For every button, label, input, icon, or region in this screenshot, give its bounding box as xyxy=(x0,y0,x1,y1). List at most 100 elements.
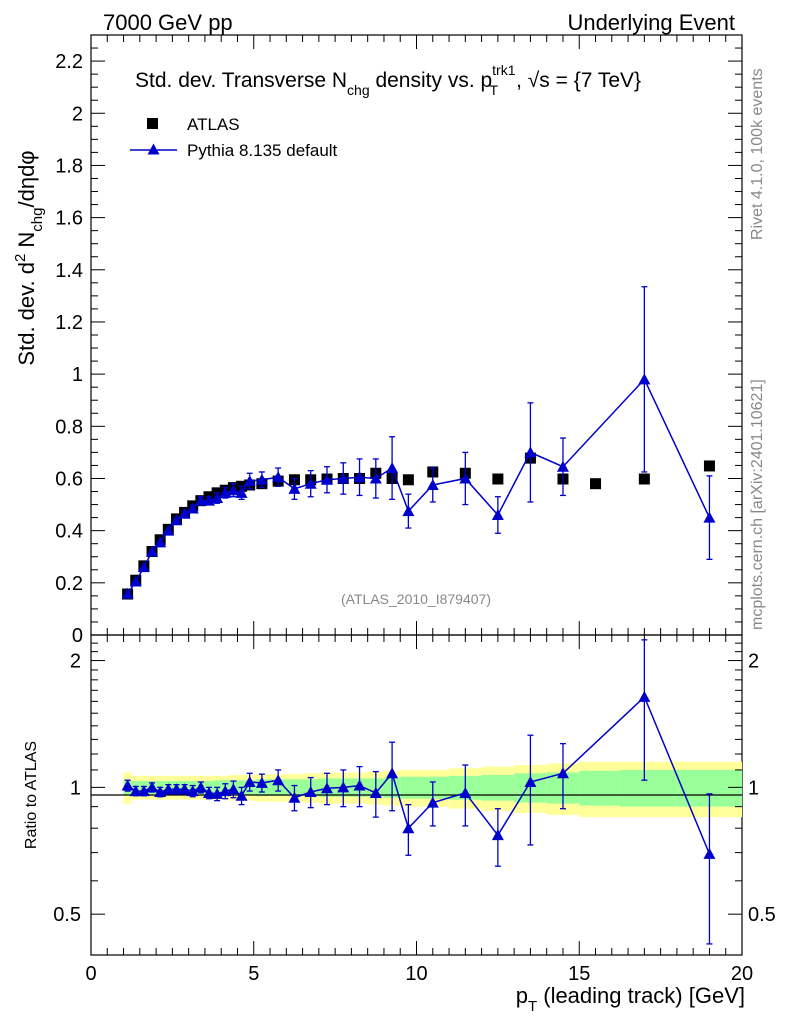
ratio-band-inner xyxy=(579,770,620,806)
ratio-band-inner xyxy=(245,780,256,795)
pythia-ratio-point xyxy=(121,779,134,791)
pythia-point xyxy=(235,486,248,498)
pythia-ratio-point xyxy=(638,690,651,702)
pythia-point xyxy=(386,462,399,474)
ratio-band-inner xyxy=(481,774,515,801)
pythia-ratio-point xyxy=(227,783,240,795)
legend-atlas-label: ATLAS xyxy=(187,115,240,134)
analysis-watermark: (ATLAS_2010_I879407) xyxy=(341,591,491,607)
pythia-ratio-point xyxy=(202,786,215,798)
ratio-band-inner xyxy=(619,769,677,807)
pythia-point xyxy=(255,473,268,485)
header-left: 7000 GeV pp xyxy=(103,10,233,35)
pythia-point xyxy=(129,575,142,587)
pythia-point xyxy=(288,482,301,494)
pythia-point xyxy=(459,472,472,484)
pythia-point xyxy=(491,509,504,520)
pythia-ratio-point xyxy=(369,786,382,798)
y-tick-label: 0 xyxy=(72,625,83,647)
x-tick-label: 5 xyxy=(248,963,259,985)
atlas-point xyxy=(492,473,504,485)
x-tick-label: 0 xyxy=(85,963,96,985)
pythia-ratio-point xyxy=(154,786,167,798)
pythia-point xyxy=(353,471,366,483)
pythia-point xyxy=(154,536,167,548)
pythia-point xyxy=(243,475,256,487)
pythia-point xyxy=(137,561,150,573)
ratio-tick-label-left: 0.5 xyxy=(53,904,81,926)
pythia-point xyxy=(170,514,183,526)
pythia-point xyxy=(211,492,224,504)
pythia-point xyxy=(227,484,240,496)
pythia-point xyxy=(369,472,382,484)
pythia-ratio-point xyxy=(170,783,183,795)
y-tick-label: 1.2 xyxy=(55,312,83,334)
pythia-ratio-series xyxy=(121,639,716,945)
pythia-ratio-point xyxy=(320,782,333,794)
pythia-ratio-point xyxy=(402,822,415,834)
pythia-ratio-point xyxy=(235,789,248,801)
pythia-ratio-point xyxy=(186,785,199,797)
pythia-point xyxy=(402,505,415,517)
y-tick-label: 0.8 xyxy=(55,416,83,438)
pythia-ratio-point xyxy=(288,791,301,803)
pythia-ratio-point xyxy=(178,783,191,795)
y-tick-labels-top: 0 0.2 0.4 0.6 0.8 1 1.2 1.4 1.6 1.8 2 2.… xyxy=(55,51,83,647)
y-tick-label: 2 xyxy=(72,103,83,125)
pythia-ratio-point xyxy=(162,783,175,795)
atlas-point xyxy=(703,460,715,472)
pythia-point xyxy=(703,511,716,523)
x-axis-label: pT (leading track) [GeV] xyxy=(516,983,745,1015)
pythia-point xyxy=(556,460,569,472)
atlas-point xyxy=(638,473,650,485)
pythia-ratio-point xyxy=(243,775,256,787)
pythia-ratio-point xyxy=(556,767,569,779)
pythia-point xyxy=(194,494,207,506)
y-tick-label: 0.2 xyxy=(55,573,83,595)
pythia-ratio-point xyxy=(129,785,142,797)
pythia-ratio-point xyxy=(272,774,285,786)
pythia-ratio-point xyxy=(703,847,716,859)
pythia-series xyxy=(121,286,716,599)
pythia-ratio-point xyxy=(459,786,472,798)
x-tick-label: 10 xyxy=(405,963,427,985)
y-tick-label: 1.4 xyxy=(55,260,83,282)
ratio-tick-label-left: 1 xyxy=(70,777,81,799)
pythia-ratio-point xyxy=(524,775,537,787)
pythia-ratio-point xyxy=(194,781,207,793)
pythia-point xyxy=(121,587,134,599)
legend-pythia-marker xyxy=(147,143,160,155)
ratio-tick-label-left: 2 xyxy=(70,651,81,673)
x-tick-labels: 0 5 10 15 20 xyxy=(85,963,753,985)
mcplots-credit: mcplots.cern.ch [arXiv:2401.10621] xyxy=(749,379,766,630)
x-tick-label: 20 xyxy=(731,963,753,985)
y-tick-label: 1.6 xyxy=(55,208,83,230)
pythia-point xyxy=(337,472,350,484)
pythia-ratio-point xyxy=(386,767,399,779)
y-tick-label: 0.4 xyxy=(55,521,83,543)
pythia-point xyxy=(426,479,439,490)
y-tick-labels-ratio: 0.5 1 2 0.5 1 2 xyxy=(53,651,776,927)
ratio-tick-label-right: 1 xyxy=(748,777,759,799)
pythia-point xyxy=(304,477,317,489)
legend-atlas-marker xyxy=(147,118,158,129)
pythia-point xyxy=(272,471,285,483)
pythia-ratio-point xyxy=(137,785,150,797)
ratio-tick-label-right: 0.5 xyxy=(748,904,776,926)
pythia-point xyxy=(162,524,175,536)
pythia-ratio-point xyxy=(146,781,159,793)
legend-pythia-label: Pythia 8.135 default xyxy=(187,141,338,160)
pythia-point xyxy=(320,473,333,485)
pythia-ratio-point xyxy=(337,781,350,793)
header-right: Underlying Event xyxy=(567,10,735,35)
pythia-line xyxy=(126,377,711,595)
pythia-point xyxy=(638,373,651,385)
pythia-point xyxy=(146,545,159,557)
pythia-ratio-point xyxy=(304,786,317,798)
y-tick-label: 1.8 xyxy=(55,155,83,177)
pythia-point xyxy=(524,446,537,458)
y-tick-label: 1 xyxy=(72,364,83,386)
axis-ticks xyxy=(90,34,743,956)
y-tick-label: 2.2 xyxy=(55,51,83,73)
